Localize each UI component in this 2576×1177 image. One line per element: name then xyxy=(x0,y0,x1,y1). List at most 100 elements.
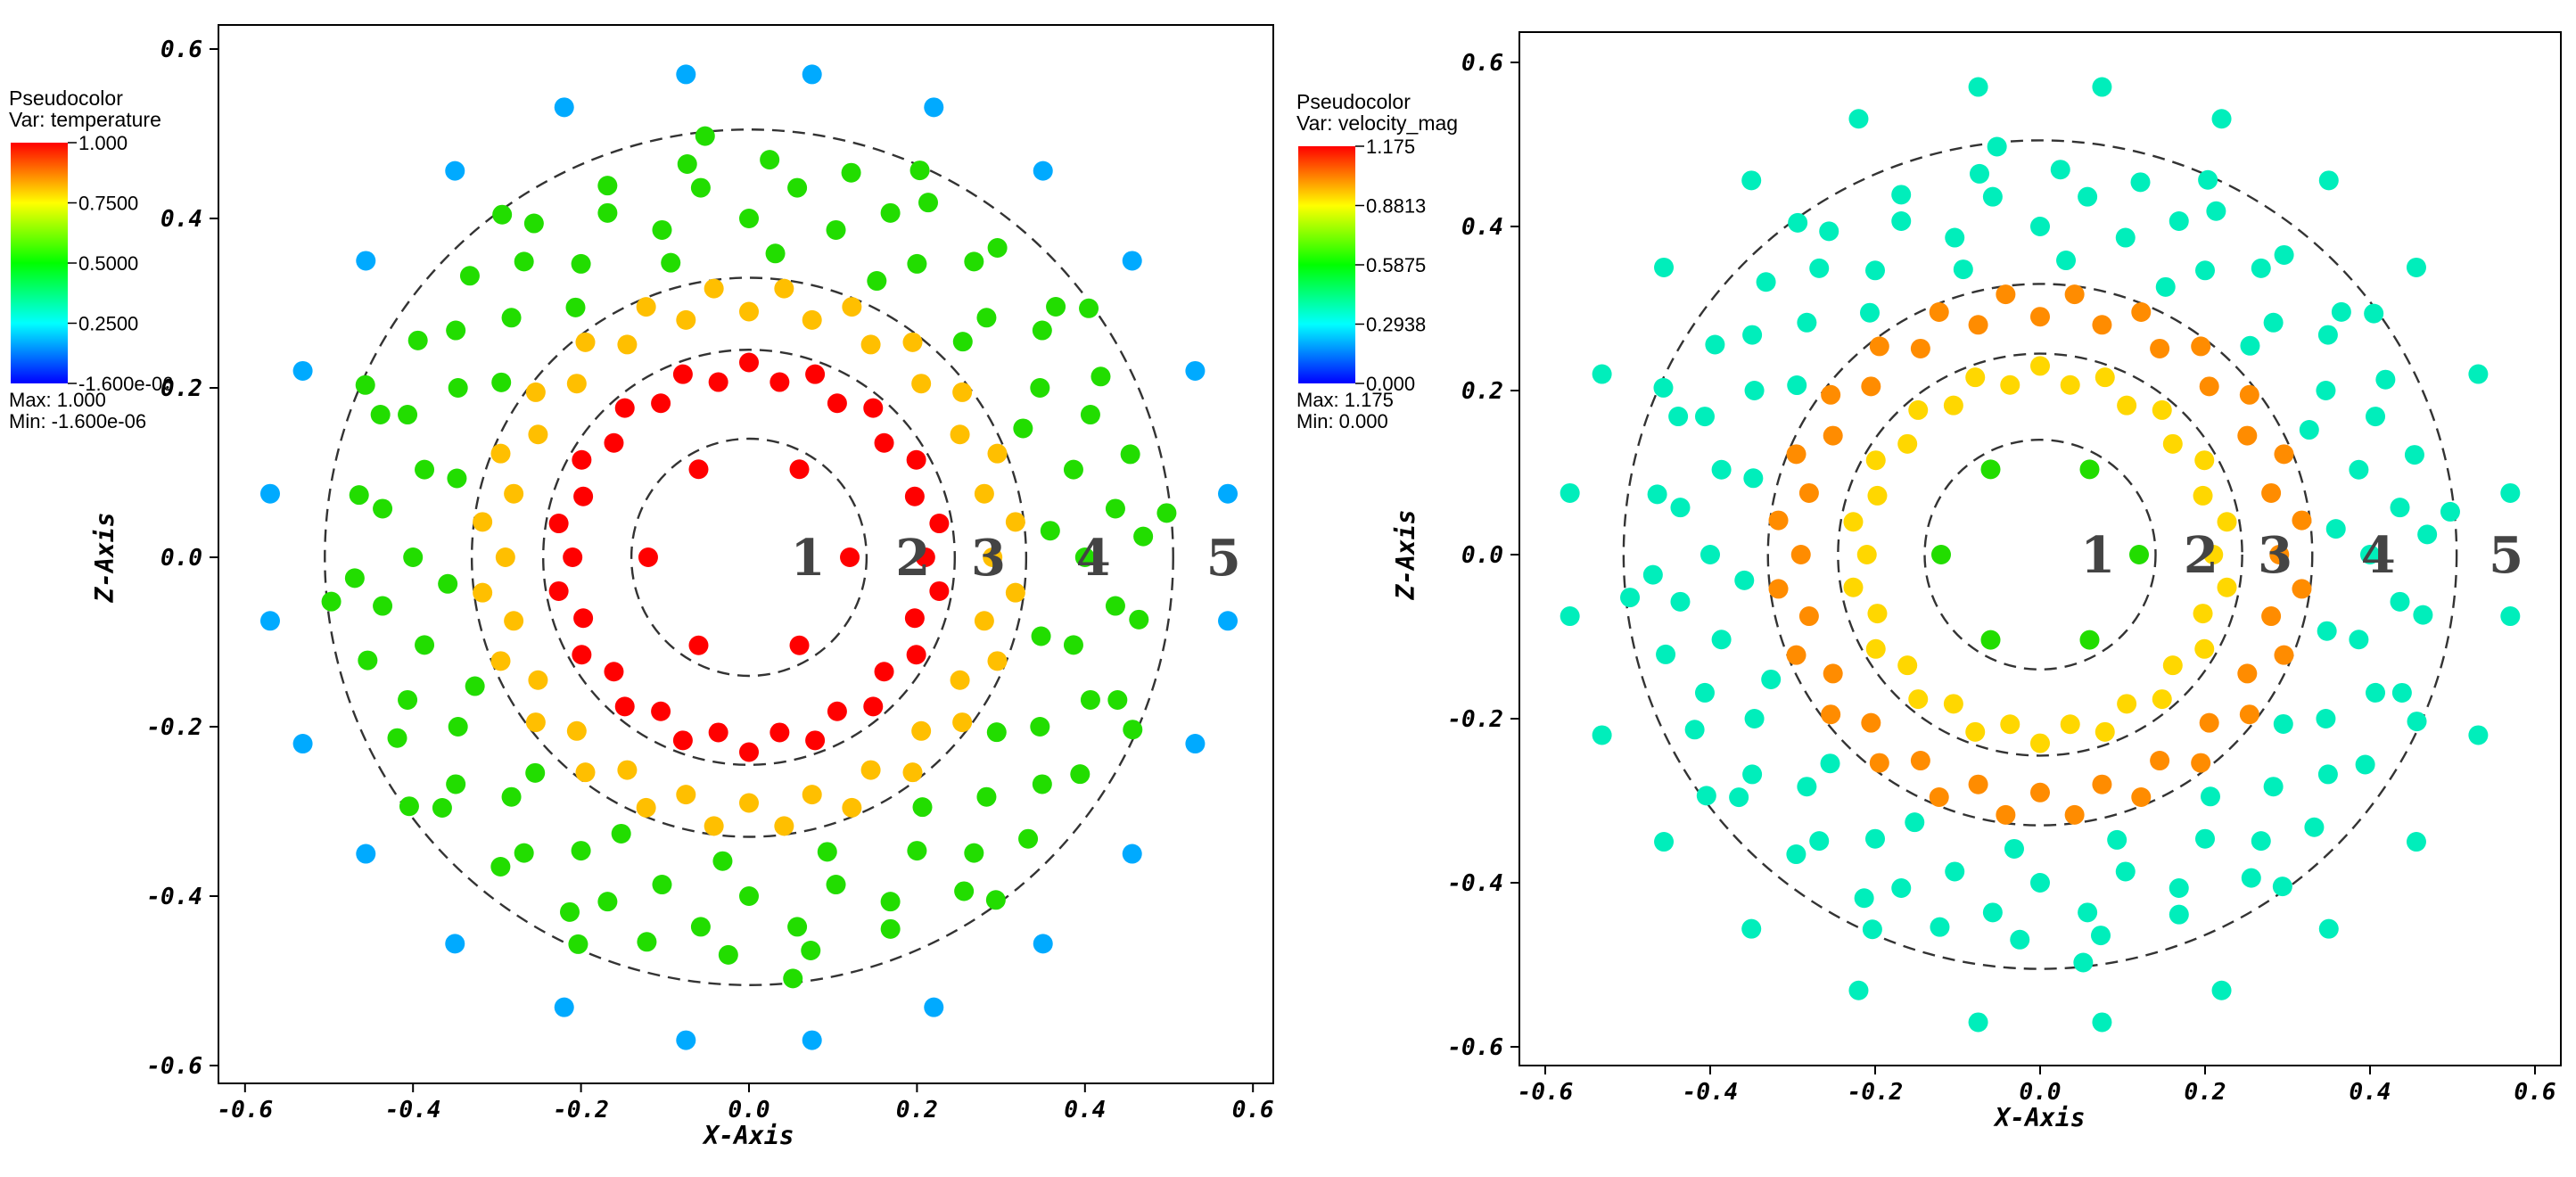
data-point xyxy=(1768,579,1789,599)
data-point xyxy=(554,997,574,1017)
data-point xyxy=(1809,831,1830,852)
data-point xyxy=(688,459,709,480)
data-point xyxy=(1700,545,1720,564)
data-point xyxy=(568,934,588,954)
data-point xyxy=(2131,786,2152,807)
color-bar-tick-label: 0.7500 xyxy=(78,193,138,215)
data-point xyxy=(964,251,984,272)
data-point xyxy=(403,547,424,567)
data-point xyxy=(438,573,458,594)
data-point xyxy=(2390,591,2410,612)
color-bar-tick-label: 0.000 xyxy=(1366,373,1415,395)
data-point xyxy=(560,901,580,922)
chart-panel-velocity: -0.6 -0.6 -0.4 -0.4 -0.2 -0.2 0.0 0.0 0.2 0.2 0.4 0… xyxy=(1288,0,2576,1177)
data-point xyxy=(661,252,681,273)
data-point xyxy=(1005,582,1025,603)
data-point xyxy=(573,486,594,506)
data-point xyxy=(1980,459,2001,480)
data-point xyxy=(2273,713,2293,734)
data-point xyxy=(672,364,693,384)
data-point xyxy=(802,64,822,85)
data-point xyxy=(1930,917,1950,937)
data-point xyxy=(2390,498,2410,518)
data-point xyxy=(841,162,861,183)
data-point xyxy=(2318,918,2339,939)
data-point xyxy=(1908,399,1929,420)
data-point xyxy=(2194,450,2215,471)
data-point xyxy=(907,253,927,274)
x-tick-label: 0.0 xyxy=(2020,1079,2062,1106)
data-point xyxy=(1943,395,1963,416)
data-point xyxy=(911,374,932,394)
data-point xyxy=(1074,547,1095,567)
data-point xyxy=(2030,733,2050,753)
x-tick-label: 0.2 xyxy=(896,1097,938,1124)
velocity-scatter-plot: -0.6 -0.6 -0.4 -0.4 -0.2 -0.2 0.0 0.0 0.2 0.2 0.4 0… xyxy=(1296,31,2562,1132)
data-point xyxy=(636,797,656,818)
data-point xyxy=(1821,384,1841,405)
plot-frame xyxy=(1518,31,2562,1066)
data-point xyxy=(1560,482,1580,503)
data-point xyxy=(614,398,635,418)
data-point xyxy=(2194,638,2215,659)
data-point xyxy=(1820,753,1840,774)
data-point xyxy=(2406,832,2426,852)
data-point xyxy=(370,404,391,424)
data-point xyxy=(739,793,759,813)
data-point xyxy=(344,568,365,588)
data-point xyxy=(2078,902,2098,923)
data-point xyxy=(2304,817,2325,837)
data-point xyxy=(566,720,587,741)
data-point xyxy=(1980,630,2001,650)
data-point xyxy=(2316,709,2336,728)
data-point xyxy=(2095,721,2115,742)
x-tick-label: -0.6 xyxy=(217,1097,273,1124)
data-point xyxy=(774,816,794,836)
data-point xyxy=(1070,764,1090,785)
ring-label: 3 xyxy=(2258,526,2292,585)
data-point xyxy=(1185,734,1206,754)
data-point xyxy=(880,918,901,939)
ring-label: 2 xyxy=(895,529,930,588)
data-point xyxy=(2030,307,2050,327)
data-point xyxy=(2004,838,2024,859)
data-point xyxy=(1063,459,1083,480)
data-point xyxy=(924,97,944,118)
data-point xyxy=(2060,374,2080,395)
data-point xyxy=(1156,503,1177,523)
data-point xyxy=(676,64,696,85)
data-point xyxy=(445,160,465,181)
color-bar xyxy=(1298,146,1355,383)
data-point xyxy=(2201,786,2221,807)
data-point xyxy=(1032,774,1052,794)
data-point xyxy=(2274,244,2294,265)
data-point xyxy=(2375,369,2396,390)
data-point xyxy=(1943,694,1963,714)
data-point xyxy=(651,393,671,414)
data-point xyxy=(492,204,513,225)
data-point xyxy=(1843,577,1864,597)
data-point xyxy=(1968,1012,1988,1033)
data-point xyxy=(950,670,970,690)
plot-frame xyxy=(218,24,1274,1084)
data-point xyxy=(1865,828,1885,849)
color-bar-tick-label: 1.000 xyxy=(78,132,128,154)
data-point xyxy=(787,177,808,198)
data-point xyxy=(1910,338,1930,358)
data-point xyxy=(739,886,759,906)
data-point xyxy=(1821,704,1841,725)
data-point xyxy=(415,635,435,655)
data-point xyxy=(1033,160,1053,181)
data-point xyxy=(2092,77,2112,97)
data-point xyxy=(1079,298,1099,318)
ring-boundary xyxy=(470,276,1028,838)
data-point xyxy=(2050,160,2070,180)
data-point xyxy=(2091,926,2111,946)
data-point xyxy=(672,730,693,751)
data-point xyxy=(573,608,594,629)
ring-boundary xyxy=(1622,139,2458,970)
x-tick-label: 0.0 xyxy=(728,1097,770,1124)
ring-boundary xyxy=(324,128,1174,986)
data-point xyxy=(918,193,938,213)
data-point xyxy=(1218,483,1239,504)
